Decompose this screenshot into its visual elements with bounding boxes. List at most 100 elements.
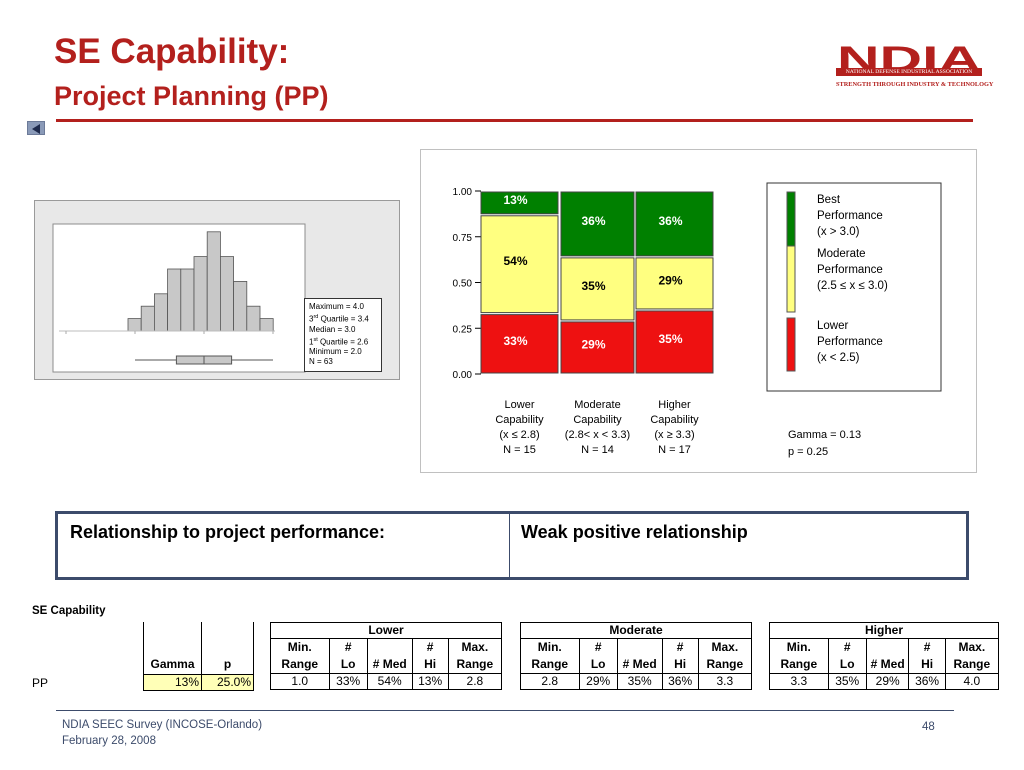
histogram-svg xyxy=(52,223,306,373)
mosaic-cell-label: 35% xyxy=(581,279,605,293)
hi-value: 36% xyxy=(908,673,946,690)
mosaic-cell-label: 33% xyxy=(503,334,527,348)
mosaic-cell-label: 29% xyxy=(658,273,682,287)
column-label: Capability xyxy=(495,414,544,426)
mosaic-chart-panel: 1.00 0.75 0.50 0.25 0.00 33% 54% 13% Lower Capabi… xyxy=(420,149,977,473)
lo-header: Lo xyxy=(328,655,368,674)
mosaic-cell xyxy=(480,215,559,314)
lower-group-table: Lower Min. # # Max. Range Lo # Med Hi Range 1.0… xyxy=(270,622,503,690)
gamma-value: 13% xyxy=(143,673,202,691)
y-tick-label: 0.75 xyxy=(453,233,473,244)
mosaic-cell-label: 54% xyxy=(503,254,527,268)
ndia-logo: NDIA NATIONAL DEFENSE INDUSTRIAL ASSOCIA… xyxy=(836,44,994,106)
higher-group-table: Higher Min. # # Max. Range Lo # Med Hi Range 3.… xyxy=(769,622,1000,690)
histogram-bar xyxy=(167,268,182,332)
column-label: Capability xyxy=(650,414,699,426)
med-value: 29% xyxy=(865,673,910,690)
med-value: 54% xyxy=(366,673,413,690)
histogram-bar xyxy=(154,293,169,332)
summary-stats-box: Maximum = 4.0 3rd Quartile = 3.4 Median = … xyxy=(304,298,382,372)
med-value: 35% xyxy=(616,673,663,690)
mosaic-cell xyxy=(635,257,714,310)
group-header-moderate: Moderate xyxy=(520,622,752,639)
max-range-header: Max. xyxy=(697,638,753,656)
lo-value: 29% xyxy=(578,673,618,690)
mosaic-cell-label: 29% xyxy=(581,337,605,351)
moderate-group-table: Moderate Min. # # Max. Range Lo # Med Hi Range … xyxy=(520,622,753,690)
y-tick-label: 0.00 xyxy=(453,370,473,381)
y-tick-label: 0.25 xyxy=(453,324,473,335)
column-label: Moderate xyxy=(574,399,620,411)
lo-header: Lo xyxy=(578,655,618,674)
stats-line: 3rd Quartile = 3.4 xyxy=(309,314,369,324)
histogram-bar xyxy=(219,256,234,332)
min-range-header: Min. xyxy=(769,638,829,656)
legend-box xyxy=(766,182,942,392)
max-range-value: 4.0 xyxy=(944,673,1000,690)
section-label: SE Capability xyxy=(32,605,106,617)
back-arrow-icon[interactable] xyxy=(27,121,45,135)
stats-line: Maximum = 4.0 xyxy=(309,302,364,311)
relationship-label: Relationship to project performance: xyxy=(58,514,510,577)
column-label: N = 17 xyxy=(658,444,691,456)
med-header: # Med xyxy=(616,655,663,674)
p-value: 25.0% xyxy=(201,673,254,691)
lo-header: Lo xyxy=(827,655,867,674)
min-range-value: 1.0 xyxy=(270,673,330,690)
page-number: 48 xyxy=(922,721,935,733)
group-header-higher: Higher xyxy=(769,622,999,639)
y-tick-label: 1.00 xyxy=(453,187,473,198)
column-label: (x ≤ 2.8) xyxy=(499,429,539,441)
title-divider xyxy=(56,119,973,122)
lo-header: # xyxy=(827,638,867,656)
column-label: Lower xyxy=(505,399,535,411)
slide-title: SE Capability: xyxy=(54,32,290,71)
legend-swatch xyxy=(786,191,796,255)
histogram-ticks xyxy=(65,331,274,334)
legend-swatch xyxy=(786,317,796,372)
min-range-header: Min. xyxy=(520,638,580,656)
med-header: # Med xyxy=(865,655,910,674)
stats-line: Minimum = 2.0 xyxy=(309,347,362,357)
hi-header: Hi xyxy=(661,655,699,674)
max-range-value: 3.3 xyxy=(697,673,753,690)
logo-tagline: STRENGTH THROUGH INDUSTRY & TECHNOLOGY xyxy=(836,81,994,88)
min-range-header: Range xyxy=(769,655,829,674)
hi-value: 13% xyxy=(411,673,449,690)
histogram-bar xyxy=(259,318,274,332)
column-label: N = 14 xyxy=(581,444,614,456)
gamma-header: Gamma xyxy=(143,656,202,675)
histogram-bar xyxy=(193,256,208,332)
legend-text: Performance xyxy=(817,264,883,276)
max-range-value: 2.8 xyxy=(447,673,503,690)
boxplot xyxy=(135,355,273,365)
mosaic-cell xyxy=(635,310,714,374)
blank-cell xyxy=(201,639,254,656)
hi-header: # xyxy=(411,638,449,656)
min-range-header: Min. xyxy=(270,638,330,656)
legend-text: (x > 3.0) xyxy=(817,226,860,238)
histogram-bar xyxy=(140,305,155,332)
legend-text: (2.5 ≤ x ≤ 3.0) xyxy=(817,280,888,292)
blank-cell xyxy=(201,622,254,639)
histogram-bar xyxy=(233,281,248,332)
hi-value: 36% xyxy=(661,673,699,690)
stats-line: Median = 3.0 xyxy=(309,324,356,334)
lo-header: # xyxy=(328,638,368,656)
group-header-lower: Lower xyxy=(270,622,502,639)
blank-cell xyxy=(865,638,910,656)
mosaic-cell-label: 36% xyxy=(581,214,605,228)
relationship-value: Weak positive relationship xyxy=(521,522,748,542)
histogram-bars xyxy=(127,231,274,332)
min-range-header: Range xyxy=(270,655,330,674)
histogram-bar xyxy=(206,231,221,332)
blank-cell xyxy=(143,639,202,656)
mosaic-cell xyxy=(560,257,635,321)
blank-cell xyxy=(143,622,202,639)
legend-text: Performance xyxy=(817,210,883,222)
logo-band-text: NATIONAL DEFENSE INDUSTRIAL ASSOCIATION xyxy=(836,68,982,76)
histogram-bar xyxy=(246,305,261,332)
hi-header: Hi xyxy=(908,655,946,674)
stats-line: 1st Quartile = 2.6 xyxy=(309,336,369,347)
gamma-p-table: Gamma p 13% 25.0% xyxy=(143,622,254,691)
